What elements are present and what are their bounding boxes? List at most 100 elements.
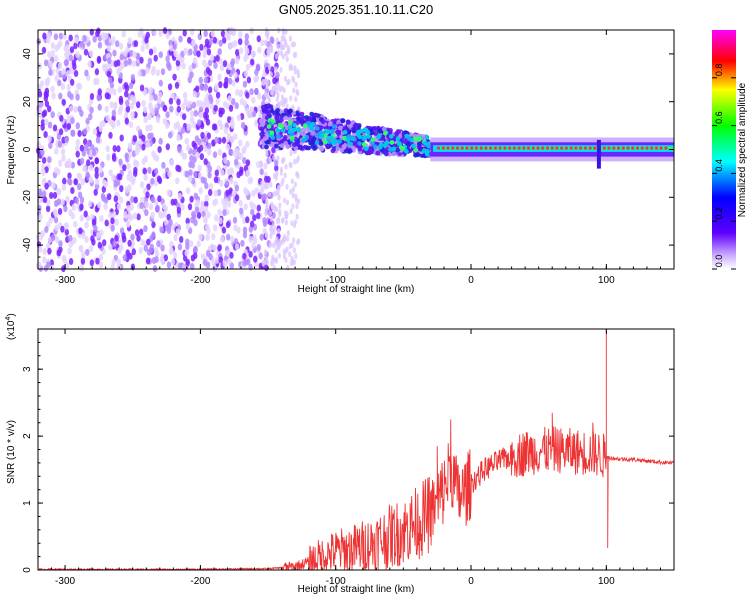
spectrogram-noise-cell [116, 119, 121, 127]
spectrogram-band-peak [370, 140, 375, 146]
spectrogram-noise-cell [209, 54, 215, 62]
spectrogram-noise-cell [260, 180, 265, 188]
spectrogram-noise-cell [189, 240, 194, 248]
spectrogram-noise-cell [185, 187, 191, 195]
spectrogram-noise-cell [152, 46, 157, 54]
spectrogram-band-peak [358, 128, 364, 134]
spectrogram-noise-cell [292, 87, 296, 94]
spectrogram-noise-cell [64, 50, 70, 58]
spectrogram-noise-cell [218, 256, 223, 264]
spectrogram-line-peak [441, 146, 445, 150]
spectrogram-noise-cell [155, 204, 160, 212]
spectrogram-band-cell [259, 123, 265, 129]
spectrogram-noise-cell [103, 180, 108, 188]
snr-y-tick-label: 3 [22, 366, 33, 372]
spectrogram-line-peak [635, 146, 640, 150]
spectrogram-noise-cell [160, 244, 165, 252]
spectrogram-line-peak [455, 146, 460, 150]
spectrogram-noise-cell [98, 166, 103, 174]
spectrogram-band-cell [267, 104, 273, 110]
spectrogram-noise-cell [97, 41, 103, 49]
spectrogram-noise-cell [238, 139, 243, 147]
spectrogram-noise-cell [216, 189, 222, 197]
spectrogram-noise-cell [247, 177, 252, 185]
spectrogram-band-peak [357, 134, 363, 140]
spectrogram-line-peak [531, 146, 535, 150]
spectrogram-noise-cell [166, 189, 172, 197]
spectrogram-noise-cell [125, 220, 131, 228]
spectrogram-noise-cell [232, 216, 238, 224]
spectrogram-noise-cell [259, 168, 264, 176]
spectrogram-noise-cell [151, 257, 157, 264]
spectrogram-band-peak [370, 137, 376, 142]
spectrogram-noise-cell [58, 92, 63, 100]
spectrogram-band-cell [319, 146, 324, 152]
spectrogram-noise-cell [125, 99, 130, 107]
spectrogram-noise-cell [56, 249, 62, 257]
spectrogram-line-peak [512, 146, 516, 150]
spectrogram-noise-cell [226, 63, 231, 71]
spectrogram-noise-cell [215, 54, 220, 62]
spectrogram-noise-cell [218, 39, 223, 47]
spectrogram-band-peak [379, 142, 384, 147]
spectrogram-noise-cell [187, 175, 193, 183]
spectrogram-noise-cell [145, 124, 150, 132]
spectrogram-noise-cell [256, 204, 261, 212]
spectrogram-noise-cell [217, 73, 222, 81]
spectrogram-noise-cell [120, 62, 125, 69]
spectrogram-noise-cell [169, 105, 174, 113]
spectrogram-noise-cell [296, 90, 300, 97]
spectrogram-noise-cell [130, 74, 136, 81]
spectrogram-band-cell [306, 145, 311, 151]
spectrogram-noise-cell [54, 55, 59, 62]
spectrogram-noise-cell [70, 129, 75, 137]
spectrogram-noise-cell [106, 153, 111, 161]
spectrogram-noise-cell [55, 236, 60, 244]
spectrogram-noise-cell [291, 203, 295, 210]
spectrogram-noise-cell [227, 95, 232, 103]
spectrogram-noise-cell [67, 247, 72, 255]
spectrogram-noise-cell [73, 178, 78, 186]
spectrogram-noise-cell [185, 144, 191, 152]
spectrogram-noise-cell [188, 169, 193, 177]
spectrogram-band-peak [357, 141, 362, 146]
spectrogram-noise-cell [255, 63, 261, 71]
spectrogram-noise-cell [291, 192, 295, 199]
spectrogram-noise-cell [40, 149, 45, 157]
spectrogram-noise-cell [70, 161, 76, 169]
spectrogram-band-peak [342, 135, 347, 141]
spectrogram-noise-cell [155, 69, 161, 77]
spectrogram-noise-cell [189, 116, 195, 124]
spectrogram-noise-cell [37, 107, 43, 115]
colorbar-label: Normalized spectral amplitude [737, 82, 748, 217]
spectrogram-line-peak [508, 146, 512, 150]
spectrogram-noise-cell [114, 218, 119, 226]
spectrogram-noise-cell [204, 136, 209, 144]
spectrogram-noise-cell [213, 104, 218, 112]
spectrogram-band-cell [367, 150, 372, 156]
spectrogram-noise-cell [244, 33, 249, 41]
spectrogram-noise-cell [66, 83, 71, 91]
spectrogram-band-peak [331, 124, 337, 129]
spectrogram-noise-cell [90, 235, 95, 243]
spectrogram-noise-cell [52, 191, 58, 199]
spectrogram-noise-cell [88, 50, 94, 57]
spectrogram-noise-cell [115, 40, 120, 48]
colorbar: 0.0 0.2 0.4 0.6 0.8 Normalized spectral ampl… [712, 30, 748, 270]
spectrogram-noise-cell [214, 136, 219, 144]
spectrogram-noise-cell [58, 159, 63, 167]
spectrogram-noise-cell [226, 132, 232, 140]
spectrogram-noise-cell [140, 45, 145, 52]
spectrogram-noise-cell [276, 43, 280, 50]
spectrogram-noise-cell [274, 257, 278, 264]
spectrogram-noise-cell [111, 36, 116, 44]
spectrogram-noise-cell [78, 227, 83, 235]
spectrogram-x-tick-label: 0 [468, 275, 474, 286]
spectrogram-noise-cell [282, 197, 287, 204]
spectrogram-noise-cell [202, 215, 208, 223]
spectrogram-noise-cell [285, 246, 289, 253]
spectrogram-noise-cell [146, 183, 151, 191]
spectrogram-noise-cell [91, 149, 97, 157]
spectrogram-noise-cell [127, 37, 132, 45]
spectrogram-noise-cell [176, 206, 182, 214]
